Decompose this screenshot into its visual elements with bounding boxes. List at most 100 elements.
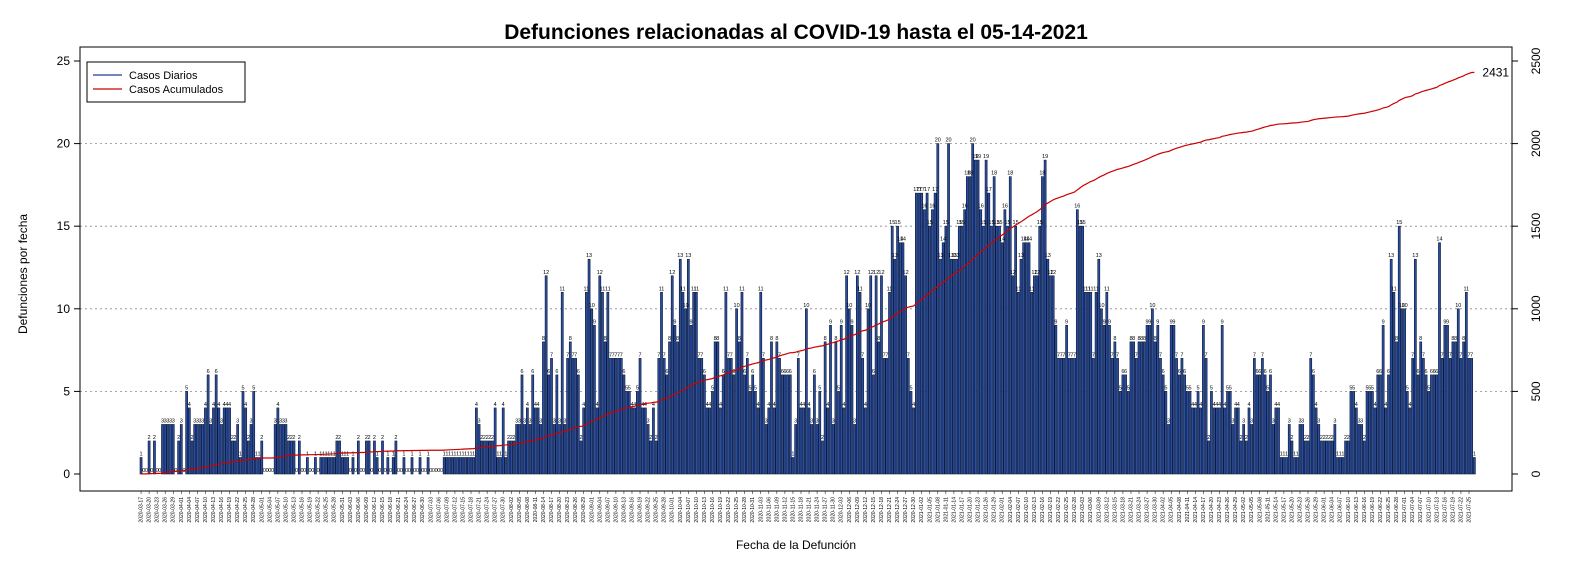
bar bbox=[719, 407, 722, 475]
bar bbox=[558, 424, 561, 475]
bar-label: 15 bbox=[1080, 220, 1086, 226]
bar-label: 5 bbox=[837, 385, 840, 391]
bar-label: 15 bbox=[927, 220, 933, 226]
bar-label: 2 bbox=[510, 435, 513, 441]
bar-label: 3 bbox=[180, 418, 183, 424]
bar bbox=[601, 291, 604, 475]
bar bbox=[177, 440, 180, 475]
bar-label: 5 bbox=[1188, 385, 1191, 391]
bar bbox=[874, 275, 878, 475]
bar-label: 7 bbox=[1205, 352, 1208, 358]
x-date-label: 2020-10-19 bbox=[718, 497, 724, 523]
bar-label: 17 bbox=[913, 187, 919, 193]
bar bbox=[576, 374, 580, 475]
bar bbox=[587, 258, 591, 475]
bar-label: 11 bbox=[1088, 286, 1094, 292]
bar-label: 2 bbox=[292, 435, 295, 441]
bar-label: 9 bbox=[1382, 319, 1385, 325]
bar-label: 1 bbox=[392, 451, 395, 457]
bar-label: 8 bbox=[569, 336, 572, 342]
bar bbox=[882, 358, 886, 475]
bar-label: 15 bbox=[988, 220, 994, 226]
bar-label: 3 bbox=[1167, 418, 1170, 424]
x-axis-label: Fecha de la Defunción bbox=[736, 538, 856, 552]
bar-label: 6 bbox=[520, 369, 523, 375]
bar bbox=[550, 358, 553, 475]
bar-label: 1 bbox=[1285, 451, 1288, 457]
bar-label: 1 bbox=[410, 451, 413, 457]
bar bbox=[579, 440, 583, 475]
bar-label: 2 bbox=[1347, 435, 1350, 441]
bar-label: 5 bbox=[1406, 385, 1409, 391]
x-date-label: 2021-05-26 bbox=[1306, 497, 1312, 523]
bar bbox=[343, 457, 347, 475]
bar bbox=[1376, 374, 1380, 475]
bar-label: 1 bbox=[427, 451, 430, 457]
bar bbox=[1094, 291, 1098, 475]
x-date-label: 2020-09-19 bbox=[638, 497, 644, 523]
bar-label: 7 bbox=[1470, 352, 1473, 358]
bar bbox=[1454, 341, 1457, 475]
x-date-label: 2020-09-16 bbox=[629, 497, 635, 523]
bar bbox=[1065, 325, 1068, 475]
bar-label: 4 bbox=[1223, 402, 1226, 408]
bar-label: 1 bbox=[456, 451, 459, 457]
bar-label: 6 bbox=[1312, 369, 1315, 375]
bar bbox=[1389, 258, 1393, 475]
bar-label: 9 bbox=[1108, 319, 1111, 325]
bar bbox=[732, 374, 736, 475]
bar-label: 8 bbox=[676, 336, 679, 342]
bar-label: 5 bbox=[1119, 385, 1122, 391]
bar bbox=[351, 457, 355, 475]
bar-label: 3 bbox=[529, 418, 532, 424]
bar-label: 7 bbox=[550, 352, 553, 358]
bar bbox=[185, 391, 189, 475]
bar-label: 13 bbox=[948, 253, 954, 259]
bar bbox=[944, 225, 948, 475]
bar-label: 8 bbox=[1451, 336, 1454, 342]
bar bbox=[1301, 424, 1305, 475]
bar-label: 7 bbox=[1449, 352, 1452, 358]
bar-label: 9 bbox=[689, 319, 692, 325]
bar-label: 8 bbox=[1462, 336, 1465, 342]
bar bbox=[619, 358, 623, 475]
bar bbox=[1282, 457, 1286, 475]
bar-label: 4 bbox=[630, 402, 633, 408]
bar-label: 4 bbox=[502, 402, 505, 408]
bar-label: 2 bbox=[512, 435, 515, 441]
bar-label: 5 bbox=[1371, 385, 1374, 391]
bar bbox=[534, 407, 537, 475]
bar-label: 7 bbox=[700, 352, 703, 358]
bar bbox=[676, 341, 679, 475]
bar-label: 6 bbox=[622, 369, 625, 375]
bar-label: 5 bbox=[818, 385, 821, 391]
bar bbox=[872, 374, 875, 475]
bar bbox=[1067, 358, 1071, 475]
bar-label: 4 bbox=[912, 402, 915, 408]
bar-label: 3 bbox=[279, 418, 282, 424]
bar bbox=[332, 457, 336, 475]
bar-label: 7 bbox=[1070, 352, 1073, 358]
bar-label: 13 bbox=[677, 253, 683, 259]
bar bbox=[1430, 374, 1433, 475]
bar-label: 10 bbox=[803, 303, 809, 309]
bar bbox=[1432, 374, 1436, 475]
bar-label: 0 bbox=[142, 468, 145, 474]
bar-label: 17 bbox=[986, 187, 992, 193]
x-date-label: 2020-12-15 bbox=[871, 497, 877, 523]
x-date-label: 2021-05-11 bbox=[1265, 497, 1271, 522]
bar-label: 4 bbox=[217, 402, 220, 408]
bar-label: 2 bbox=[1207, 435, 1210, 441]
bar-label: 0 bbox=[263, 468, 266, 474]
bar bbox=[1210, 391, 1213, 475]
x-date-label: 2021-03-06 bbox=[1088, 497, 1094, 523]
bar-label: 3 bbox=[765, 418, 768, 424]
bar-label: 8 bbox=[770, 336, 773, 342]
bar-label: 3 bbox=[810, 418, 813, 424]
bar-label: 9 bbox=[1170, 319, 1173, 325]
bar bbox=[1473, 457, 1476, 475]
bar-label: 2 bbox=[821, 435, 824, 441]
bar bbox=[880, 275, 883, 475]
bar-label: 5 bbox=[1186, 385, 1189, 391]
bar-label: 1 bbox=[140, 451, 143, 457]
